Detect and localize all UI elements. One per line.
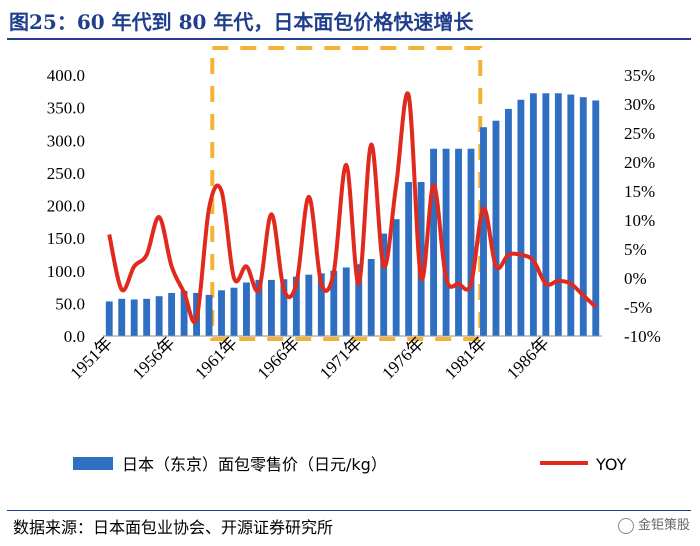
price-bar bbox=[567, 94, 575, 336]
y-right-tick-label: -5% bbox=[624, 298, 652, 317]
price-bar bbox=[467, 148, 475, 336]
price-bar bbox=[205, 294, 213, 336]
source-divider bbox=[7, 510, 691, 511]
y-left-tick-label: 400.0 bbox=[47, 66, 85, 85]
y-right-tick-label: 25% bbox=[624, 124, 655, 143]
price-bar bbox=[143, 298, 151, 336]
y-left-tick-label: 250.0 bbox=[47, 164, 85, 183]
y-left-tick-label: 0.0 bbox=[64, 327, 85, 346]
x-tick-label: 1986年 bbox=[503, 333, 552, 382]
price-bar bbox=[255, 279, 263, 336]
y-right-tick-label: 10% bbox=[624, 211, 655, 230]
price-bar bbox=[317, 273, 325, 336]
price-bar bbox=[168, 292, 176, 336]
price-bar bbox=[130, 299, 138, 336]
price-bar bbox=[517, 99, 525, 336]
price-bar bbox=[218, 290, 225, 336]
source-note: 数据来源：日本面包业协会、开源证券研究所 bbox=[13, 518, 334, 537]
price-bar bbox=[380, 233, 388, 336]
price-bar bbox=[455, 148, 462, 336]
price-bar bbox=[392, 219, 400, 336]
price-bar bbox=[579, 97, 587, 336]
price-bar bbox=[367, 259, 375, 336]
figure-title: 图25：60 年代到 80 年代，日本面包价格快速增长 bbox=[9, 10, 474, 34]
y-right-tick-label: 20% bbox=[624, 153, 655, 172]
title-divider bbox=[7, 38, 691, 40]
price-bar bbox=[355, 264, 363, 336]
price-bar bbox=[529, 93, 537, 337]
watermark-text: 金钜策股 bbox=[637, 518, 690, 533]
price-bar bbox=[155, 296, 163, 336]
price-bar bbox=[592, 100, 600, 336]
price-bar bbox=[430, 148, 438, 336]
y-left-tick-label: 150.0 bbox=[47, 229, 85, 248]
price-bar bbox=[505, 108, 512, 337]
yoy-line bbox=[107, 91, 598, 324]
x-tick-label: 1956年 bbox=[129, 333, 178, 382]
y-left-tick-label: 350.0 bbox=[47, 99, 85, 118]
price-bar bbox=[118, 298, 126, 336]
price-bar bbox=[267, 279, 275, 336]
price-bar bbox=[243, 282, 250, 336]
wechat-icon bbox=[617, 517, 634, 534]
price-bar bbox=[542, 93, 550, 337]
y-left-tick-label: 100.0 bbox=[47, 262, 85, 281]
price-bar bbox=[230, 287, 238, 336]
y-right-tick-label: 30% bbox=[624, 95, 655, 114]
watermark: 金钜策股 bbox=[617, 514, 690, 534]
price-bar bbox=[554, 93, 562, 337]
price-bar bbox=[480, 127, 487, 336]
price-bar bbox=[442, 148, 450, 336]
price-bar bbox=[330, 270, 338, 336]
y-left-tick-label: 200.0 bbox=[47, 197, 85, 216]
price-bar bbox=[305, 274, 313, 336]
y-right-tick-label: 15% bbox=[624, 182, 655, 201]
price-bar bbox=[292, 276, 300, 336]
price-bar bbox=[342, 267, 350, 336]
legend: 日本（东京）面包零售价（日元/kg） YOY bbox=[73, 455, 627, 474]
legend-label-price: 日本（东京）面包零售价（日元/kg） bbox=[122, 455, 387, 474]
y-right-tick-label: -10% bbox=[624, 327, 661, 346]
price-bar bbox=[280, 279, 288, 336]
price-bar bbox=[105, 301, 113, 336]
legend-swatch-price bbox=[73, 457, 113, 470]
price-bar bbox=[417, 182, 425, 336]
price-bar bbox=[405, 182, 413, 336]
price-bar bbox=[180, 290, 188, 336]
price-bar bbox=[492, 120, 500, 336]
y-left-tick-label: 50.0 bbox=[55, 294, 85, 313]
bars-layer bbox=[105, 93, 600, 337]
y-left-tick-label: 300.0 bbox=[47, 131, 85, 150]
line-layer bbox=[107, 91, 598, 324]
y-right-tick-label: 35% bbox=[624, 66, 655, 85]
legend-label-yoy: YOY bbox=[595, 455, 627, 474]
y-right-tick-label: 0% bbox=[624, 269, 647, 288]
y-right-tick-label: 5% bbox=[624, 240, 647, 259]
